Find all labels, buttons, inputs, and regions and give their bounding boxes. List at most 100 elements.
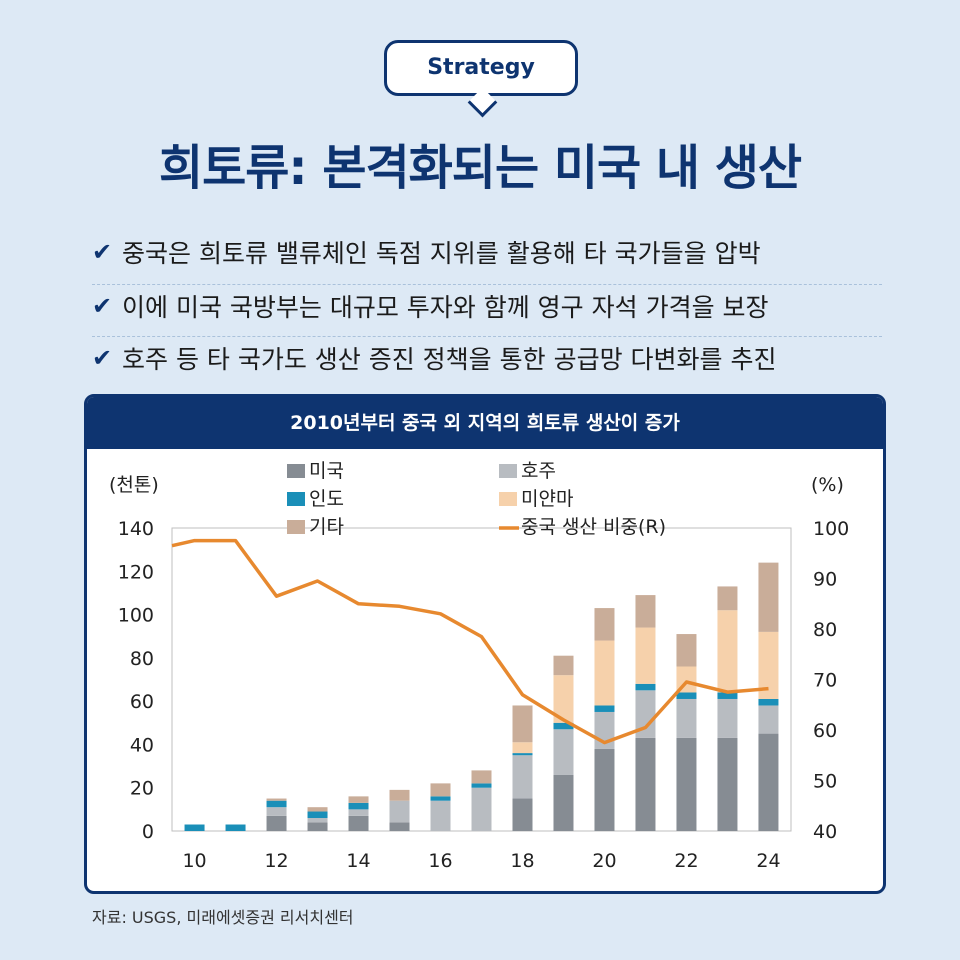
bullet-item: ✔ 중국은 희토류 밸류체인 독점 지위를 활용해 타 국가들을 압박 [92,226,882,278]
strategy-badge: Strategy [384,40,578,96]
y-tick-label: 120 [118,561,154,583]
bullet-item: ✔ 호주 등 타 국가도 생산 증진 정책을 통한 공급망 다변화를 추진 [92,332,882,384]
bar-other [430,783,451,797]
bar-australia [266,807,287,816]
bar-us [389,822,410,831]
bar-us [307,822,328,831]
x-tick-label: 12 [264,850,288,872]
bar-myanmar [594,640,615,706]
bullet-item: ✔ 이에 미국 국방부는 대규모 투자와 함께 영구 자석 가격을 보장 [92,280,882,332]
bar-myanmar [717,610,738,693]
legend-label: 호주 [521,460,556,482]
chart-header: 2010년부터 중국 외 지역의 희토류 생산이 증가 [87,397,883,449]
bar-australia [635,690,656,738]
y2-tick-label: 40 [813,821,837,843]
bar-other [717,586,738,611]
y2-tick-label: 50 [813,771,837,793]
divider [92,284,882,285]
legend-label: 기타 [309,516,344,538]
legend-swatch-us [287,464,305,478]
bar-india [348,802,369,810]
bar-us [676,737,697,831]
bar-us [348,815,369,831]
bar-australia [389,800,410,823]
bar-australia [717,698,738,738]
bar-other [266,798,287,801]
bar-india [594,705,615,712]
legend-label: 중국 생산 비중(R) [521,516,666,538]
x-tick-label: 24 [756,850,780,872]
bar-myanmar [512,742,533,754]
bar-australia [553,729,574,775]
bar-australia [676,698,697,738]
bar-us [594,748,615,831]
bar-india [266,800,287,808]
y2-axis-label: (%) [811,474,844,496]
bar-india [307,811,328,819]
bar-other [307,807,328,812]
bar-australia [758,705,779,734]
y-tick-label: 60 [130,691,154,713]
bullet-text: 중국은 희토류 밸류체인 독점 지위를 활용해 타 국가들을 압박 [122,239,761,268]
legend-swatch-australia [499,464,517,478]
bar-us [512,798,533,831]
chart-panel: 2010년부터 중국 외 지역의 희토류 생산이 증가 0 20 40 60 80 100… [84,394,886,894]
bar-india [471,783,492,788]
bar-other [512,705,533,743]
bar-myanmar [635,627,656,684]
check-icon: ✔ [92,292,113,320]
bar-other [676,634,697,667]
legend-label: 미얀마 [521,488,573,510]
bar-other [389,789,410,801]
y2-tick-label: 100 [813,518,849,540]
legend-swatch-myanmar [499,492,517,506]
bar-myanmar [553,675,574,723]
bar-australia [471,787,492,831]
y2-tick-label: 90 [813,569,837,591]
x-tick-label: 20 [592,850,616,872]
bar-other [553,655,574,676]
source-note: 자료: USGS, 미래에셋증권 리서치센터 [92,908,354,927]
bar-india [553,722,574,730]
bar-us [553,774,574,831]
y-tick-label: 140 [118,518,154,540]
y2-tick-label: 60 [813,720,837,742]
bar-australia [307,818,328,823]
y-tick-label: 80 [130,648,154,670]
bar-us [758,733,779,831]
bullet-text: 이에 미국 국방부는 대규모 투자와 함께 영구 자석 가격을 보장 [122,293,769,322]
y2-tick-label: 70 [813,670,837,692]
y-tick-label: 40 [130,734,154,756]
legend-swatch-india [287,492,305,506]
bar-australia [348,809,369,816]
x-tick-label: 22 [674,850,698,872]
bar-other [758,562,779,632]
legend-label: 인도 [309,488,344,510]
check-icon: ✔ [92,344,113,372]
y-axis-label: (천톤) [109,474,159,496]
y-tick-label: 100 [118,605,154,627]
y-tick-label: 0 [142,821,154,843]
bar-other [471,770,492,784]
page-title: 희토류: 본격화되는 미국 내 생산 [158,140,802,196]
bar-india [512,753,533,756]
x-tick-label: 16 [428,850,452,872]
bar-other [348,796,369,803]
legend-label: 미국 [309,460,344,482]
bar-australia [430,800,451,831]
x-tick-label: 10 [182,850,206,872]
bar-india [758,698,779,706]
bar-us [266,815,287,831]
y-tick-label: 20 [130,778,154,800]
bullet-text: 호주 등 타 국가도 생산 증진 정책을 통한 공급망 다변화를 추진 [122,345,777,374]
bar-india [430,796,451,801]
bar-india [717,692,738,699]
bar-india [635,683,656,691]
bar-india [184,824,205,831]
bar-other [594,608,615,641]
chart: 0 20 40 60 80 100 120 140 40 50 60 70 80 90 100 (천톤) (%)… [109,460,849,872]
china-share-line [171,538,769,745]
bar-other [635,595,656,628]
legend-swatch-other [287,520,305,534]
bar-myanmar [758,631,779,699]
